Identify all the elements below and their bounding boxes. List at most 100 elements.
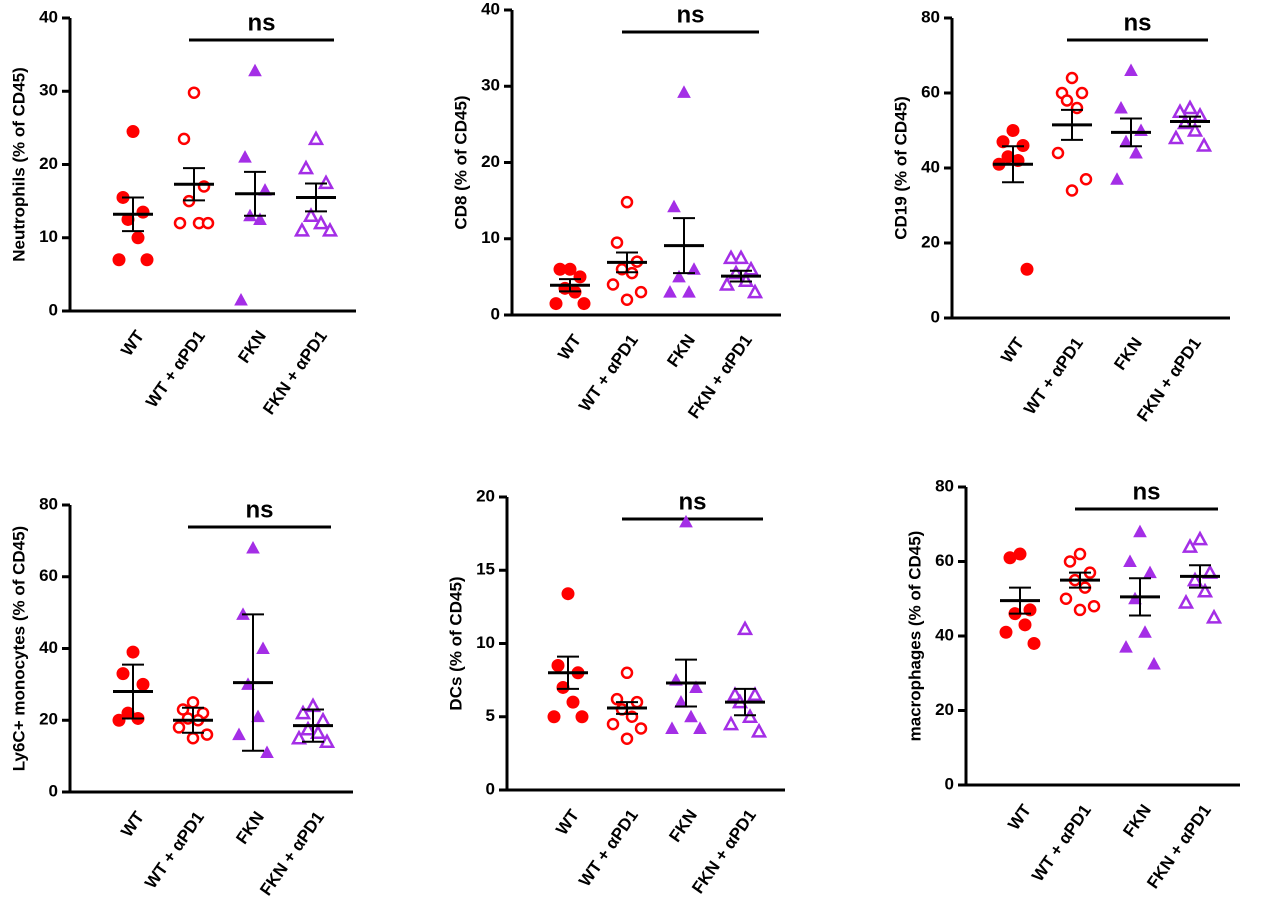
y-tick-label: 0	[49, 300, 58, 319]
data-point	[136, 677, 150, 691]
data-point	[718, 275, 736, 291]
data-point	[186, 731, 200, 745]
x-tick-label: FKN + αPD1	[256, 808, 328, 899]
data-point	[742, 260, 760, 276]
y-tick-label: 30	[481, 76, 500, 95]
y-tick-label: 60	[935, 551, 954, 570]
significance-label: ns	[247, 9, 275, 36]
x-tick-label: WT	[117, 807, 148, 840]
data-point	[1123, 554, 1137, 567]
x-tick-label: WT	[997, 333, 1028, 366]
data-point	[126, 125, 140, 139]
data-point	[317, 174, 335, 190]
data-point	[732, 249, 750, 265]
y-tick-label: 30	[39, 81, 58, 100]
data-point	[290, 729, 308, 745]
y-tick-label: 5	[486, 706, 495, 725]
data-point	[1018, 618, 1032, 632]
y-tick-label: 60	[921, 82, 940, 101]
data-point	[238, 150, 252, 163]
data-point	[112, 253, 126, 267]
data-point	[173, 216, 187, 230]
data-point	[1073, 603, 1087, 617]
y-tick-label: 10	[476, 633, 495, 652]
y-axis-label: Neutrophils (% of CD45)	[9, 67, 28, 262]
data-point	[689, 680, 703, 693]
data-point	[299, 720, 317, 736]
data-point	[566, 695, 580, 709]
data-point	[312, 214, 330, 230]
y-axis-label: CD8 (% of CD45)	[451, 95, 470, 229]
y-tick-label: 0	[486, 779, 495, 798]
data-point	[573, 270, 587, 284]
data-point	[1138, 625, 1152, 638]
data-point	[200, 728, 214, 741]
x-tick-label: FKN	[1119, 801, 1155, 841]
x-tick-label: WT + αPD1	[575, 331, 642, 415]
x-tick-label: FKN	[665, 806, 701, 846]
data-point	[547, 710, 561, 724]
data-point	[746, 686, 764, 702]
data-point	[232, 727, 246, 741]
x-tick-label: FKN + αPD1	[1143, 801, 1215, 892]
data-point	[116, 667, 130, 681]
data-point	[1177, 593, 1195, 609]
y-tick-label: 20	[39, 154, 58, 173]
data-point	[181, 712, 195, 725]
data-point	[1181, 99, 1199, 115]
y-axis-label: CD19 (% of CD45)	[891, 96, 910, 240]
y-tick-label: 0	[49, 781, 58, 800]
data-point	[1186, 121, 1204, 137]
data-point	[606, 717, 620, 731]
y-tick-label: 60	[39, 566, 58, 585]
data-point	[679, 514, 693, 528]
x-tick-label: FKN	[234, 327, 270, 367]
data-point	[687, 262, 701, 275]
data-point	[172, 721, 186, 734]
x-tick-label: WT	[554, 330, 585, 363]
data-point	[553, 262, 567, 276]
y-tick-label: 40	[921, 157, 940, 176]
x-tick-label: FKN	[1110, 334, 1146, 374]
x-tick-label: FKN	[663, 331, 699, 371]
y-axis-label: Ly6C+ monocytes (% of CD45)	[9, 526, 28, 771]
data-point	[260, 745, 274, 759]
data-point	[634, 285, 648, 299]
data-point	[131, 231, 145, 245]
y-tick-label: 40	[39, 638, 58, 657]
data-point	[722, 249, 740, 265]
data-point	[1205, 608, 1223, 624]
data-point	[1195, 136, 1213, 152]
data-point	[256, 641, 270, 654]
data-point	[682, 285, 696, 298]
y-tick-label: 40	[935, 625, 954, 644]
data-point	[307, 130, 325, 146]
data-point	[684, 709, 698, 723]
x-tick-label: FKN	[232, 808, 268, 848]
data-point	[722, 715, 740, 731]
data-point	[1073, 547, 1087, 561]
y-tick-label: 0	[491, 304, 500, 323]
data-point	[693, 721, 707, 734]
data-point	[1114, 100, 1128, 114]
data-point	[253, 212, 267, 225]
y-tick-label: 0	[945, 774, 954, 793]
y-tick-label: 20	[481, 152, 500, 171]
data-point	[1003, 551, 1017, 565]
significance-label: ns	[1123, 9, 1151, 36]
data-point	[1196, 582, 1214, 598]
data-point	[112, 713, 126, 727]
data-point	[746, 283, 764, 299]
y-tick-label: 80	[935, 476, 954, 495]
data-point	[1063, 555, 1077, 568]
x-tick-label: WT + αPD1	[575, 806, 642, 890]
x-tick-label: WT + αPD1	[1028, 801, 1095, 885]
panel: 0 20 40 60 80 Ly6C+ monocytes (% of CD45) WTWT…	[9, 494, 353, 899]
data-point	[610, 236, 624, 249]
data-point	[1147, 656, 1161, 670]
data-point	[549, 297, 563, 311]
data-point	[1087, 599, 1101, 613]
y-tick-label: 80	[39, 494, 58, 513]
